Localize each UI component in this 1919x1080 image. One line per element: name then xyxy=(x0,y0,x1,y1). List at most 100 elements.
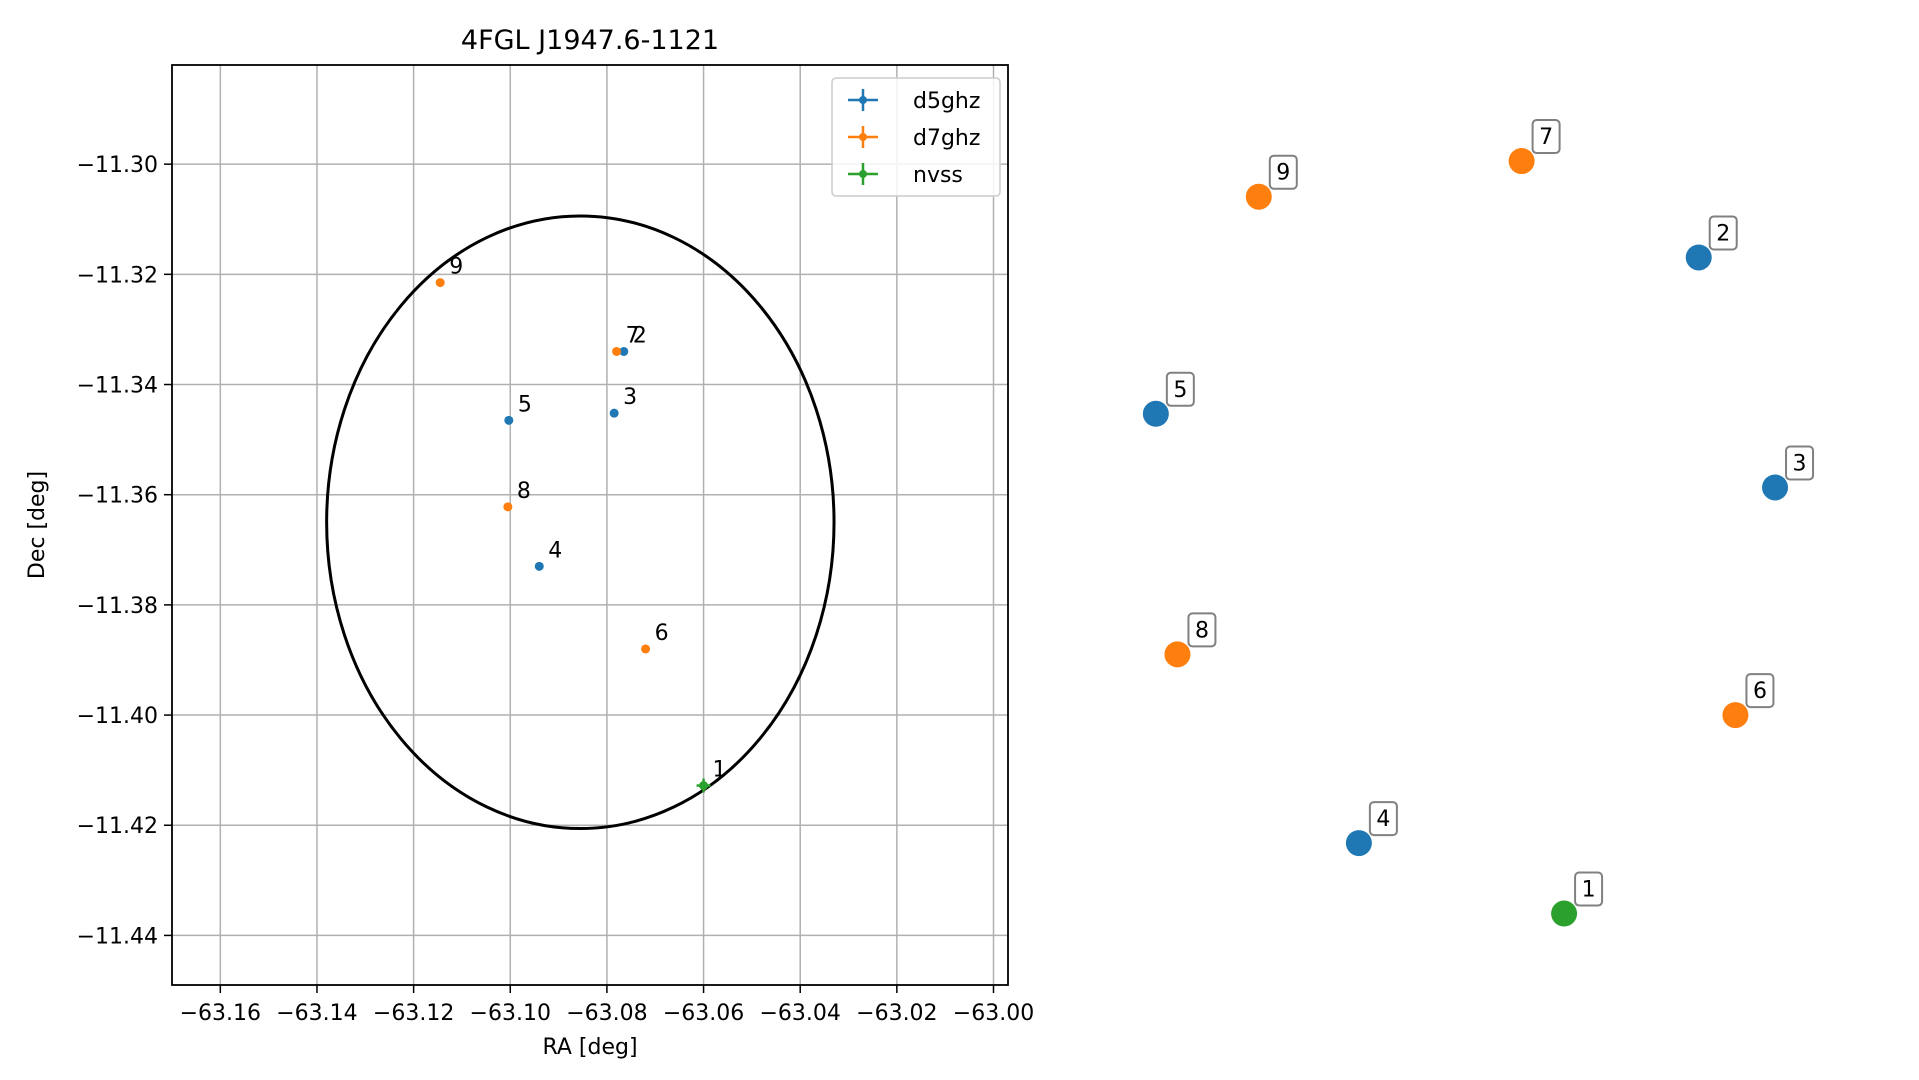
label-map-marker xyxy=(1142,400,1169,427)
label-map-marker xyxy=(1345,830,1372,857)
x-tick-label: −63.16 xyxy=(180,1001,261,1026)
y-tick-label: −11.30 xyxy=(77,153,158,178)
label-map-marker xyxy=(1164,641,1191,668)
x-tick-label: −63.14 xyxy=(276,1001,357,1026)
legend-label: d5ghz xyxy=(913,89,980,114)
source-marker xyxy=(504,415,514,425)
label-map-badge xyxy=(1368,801,1398,837)
x-tick-label: −63.08 xyxy=(566,1001,647,1026)
label-map-text: 2 xyxy=(1716,221,1730,246)
label-map-point: 5 xyxy=(1142,371,1195,427)
y-tick-label: −11.44 xyxy=(77,924,158,949)
label-map-badge xyxy=(1745,673,1775,709)
grid xyxy=(172,65,1008,985)
y-tick-label: −11.34 xyxy=(77,374,158,399)
label-map-marker xyxy=(1762,474,1789,501)
x-tick-label: −63.02 xyxy=(856,1001,937,1026)
x-tick-label: −63.00 xyxy=(953,1001,1034,1026)
y-tick-label: −11.42 xyxy=(77,814,158,839)
source-label: 7 xyxy=(626,323,640,348)
source-point: 1 xyxy=(696,758,727,793)
label-map-marker xyxy=(1245,183,1272,210)
label-map-badge xyxy=(1708,215,1738,251)
label-map-marker xyxy=(1722,702,1749,729)
legend-label: d7ghz xyxy=(913,126,980,151)
legend-label: nvss xyxy=(913,163,963,188)
label-map-badge xyxy=(1531,119,1561,155)
source-marker xyxy=(609,408,619,418)
label-map-chart: 1 2 3 4 5 6 7 8 9 xyxy=(1142,119,1815,927)
source-point: 6 xyxy=(641,621,669,654)
source-points: 2 3 4 5 6 7 8 9 1 xyxy=(435,255,727,793)
uncertainty-ellipse xyxy=(325,214,836,831)
label-map-marker xyxy=(1508,148,1535,175)
source-point: 2 xyxy=(619,323,647,356)
source-label: 2 xyxy=(633,323,647,348)
source-marker xyxy=(641,644,651,654)
source-point: 9 xyxy=(435,255,463,288)
x-tick-label: −63.12 xyxy=(373,1001,454,1026)
x-tick-label: −63.06 xyxy=(663,1001,744,1026)
label-map-text: 4 xyxy=(1376,807,1390,832)
legend-box xyxy=(831,77,1001,197)
source-label: 6 xyxy=(655,621,669,646)
source-label: 5 xyxy=(518,392,532,417)
legend-marker xyxy=(859,133,867,141)
x-axis-label: RA [deg] xyxy=(542,1035,637,1060)
chart-title: 4FGL J1947.6-1121 xyxy=(461,25,719,56)
label-map-badge xyxy=(1268,154,1298,190)
legend: d5ghz d7ghz nvss xyxy=(831,77,1001,197)
source-point: 7 xyxy=(612,323,640,356)
label-map-text: 8 xyxy=(1195,618,1209,643)
source-marker xyxy=(612,346,622,356)
legend-entry: d7ghz xyxy=(848,126,980,151)
source-label: 1 xyxy=(713,758,727,783)
label-map-badge xyxy=(1165,371,1195,407)
x-tick-label: −63.04 xyxy=(759,1001,840,1026)
source-marker xyxy=(435,278,445,288)
label-map-text: 3 xyxy=(1793,451,1807,476)
label-map-point: 1 xyxy=(1551,871,1604,927)
y-axis-ticks: −11.30 −11.32 −11.34 −11.36 −11.38 −11.40 −11.… xyxy=(77,153,172,949)
source-marker xyxy=(503,502,513,512)
label-map-point: 3 xyxy=(1762,445,1815,501)
label-map-marker xyxy=(1551,900,1578,927)
label-map-point: 4 xyxy=(1345,801,1398,857)
label-map-text: 5 xyxy=(1173,378,1187,403)
x-axis-ticks: −63.16 −63.14 −63.12 −63.10 −63.08 −63.06 −63.… xyxy=(180,985,1034,1026)
source-point: 4 xyxy=(534,538,562,571)
x-tick-label: −63.10 xyxy=(470,1001,551,1026)
label-map-text: 1 xyxy=(1582,878,1596,903)
label-map-point: 8 xyxy=(1164,612,1217,668)
source-label: 9 xyxy=(449,255,463,280)
label-map-badge xyxy=(1785,445,1815,481)
y-axis-label: Dec [deg] xyxy=(25,471,50,579)
plot-frame xyxy=(171,64,1009,986)
source-label: 4 xyxy=(548,538,562,563)
source-label: 8 xyxy=(517,479,531,504)
source-point: 5 xyxy=(504,392,532,425)
label-map-badge xyxy=(1574,871,1604,907)
label-map-point: 2 xyxy=(1685,215,1738,271)
label-map-text: 6 xyxy=(1753,679,1767,704)
label-map-text: 9 xyxy=(1276,161,1290,186)
legend-marker xyxy=(859,170,867,178)
legend-entry: nvss xyxy=(848,163,963,188)
source-point: 3 xyxy=(609,385,637,418)
label-map-badge xyxy=(1187,612,1217,648)
legend-entry: d5ghz xyxy=(848,89,980,114)
sky-map-chart: 4FGL J1947.6-1121 2 3 4 5 6 7 8 9 1 −63.16 −63.14… xyxy=(25,25,1034,1060)
label-map-point: 9 xyxy=(1245,154,1298,210)
label-map-point: 6 xyxy=(1722,673,1775,729)
y-tick-label: −11.36 xyxy=(77,484,158,509)
label-map-text: 7 xyxy=(1539,125,1553,150)
uncertainty-ellipse-shape xyxy=(325,214,836,831)
source-label: 3 xyxy=(623,385,637,410)
label-map-point: 7 xyxy=(1508,119,1561,175)
source-marker xyxy=(619,346,629,356)
y-tick-label: −11.38 xyxy=(77,594,158,619)
y-tick-label: −11.32 xyxy=(77,263,158,288)
label-map-marker xyxy=(1685,244,1712,271)
legend-marker xyxy=(859,96,867,104)
